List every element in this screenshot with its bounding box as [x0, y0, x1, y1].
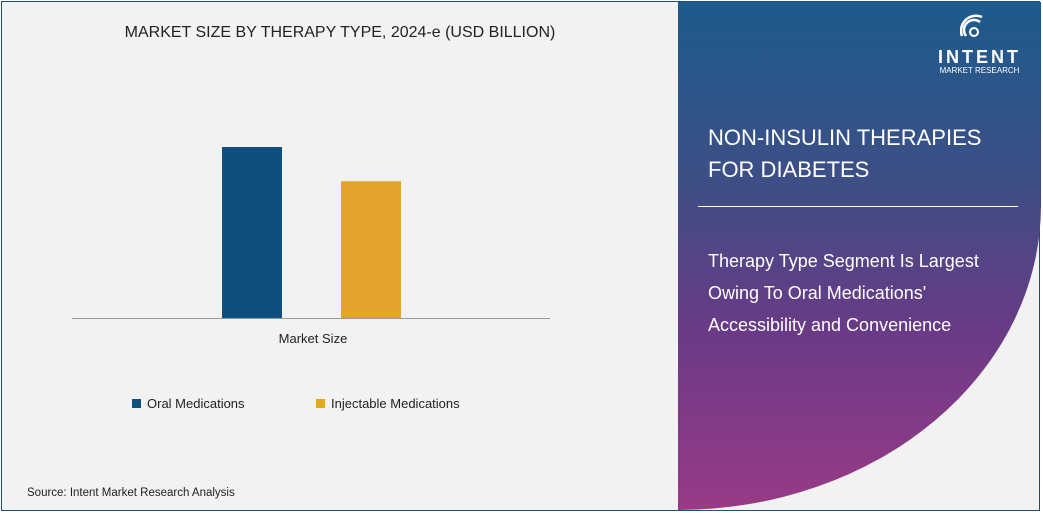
logo-name: INTENT	[938, 47, 1021, 67]
legend-item: Oral Medications	[132, 396, 245, 411]
panel-title: NON-INSULIN THERAPIES FOR DIABETES	[708, 125, 982, 182]
x-tick-label: Market Size	[279, 331, 348, 346]
divider	[698, 206, 1018, 207]
logo-tagline: MARKET RESEARCH	[939, 66, 1020, 75]
source-note: Source: Intent Market Research Analysis	[27, 487, 235, 499]
bar-chart: Market Size	[72, 147, 550, 346]
chart-title: MARKET SIZE BY THERAPY TYPE, 2024-e (USD…	[124, 24, 556, 41]
summary-panel: INTENT MARKET RESEARCH NON-INSULIN THERA…	[678, 2, 1041, 510]
bar-oral-medications	[222, 147, 282, 318]
legend-swatch	[316, 399, 325, 408]
legend-swatch	[132, 399, 141, 408]
legend-label: Injectable Medications	[331, 396, 460, 411]
logo: INTENT MARKET RESEARCH	[938, 14, 1021, 75]
legend-label: Oral Medications	[147, 396, 245, 411]
bar-injectable-medications	[341, 181, 401, 318]
panel-subtitle: Therapy Type Segment Is Largest Owing To…	[708, 251, 979, 335]
legend-item: Injectable Medications	[316, 396, 460, 411]
signal-icon	[959, 14, 982, 37]
chart-panel: MARKET SIZE BY THERAPY TYPE, 2024-e (USD…	[2, 2, 678, 510]
